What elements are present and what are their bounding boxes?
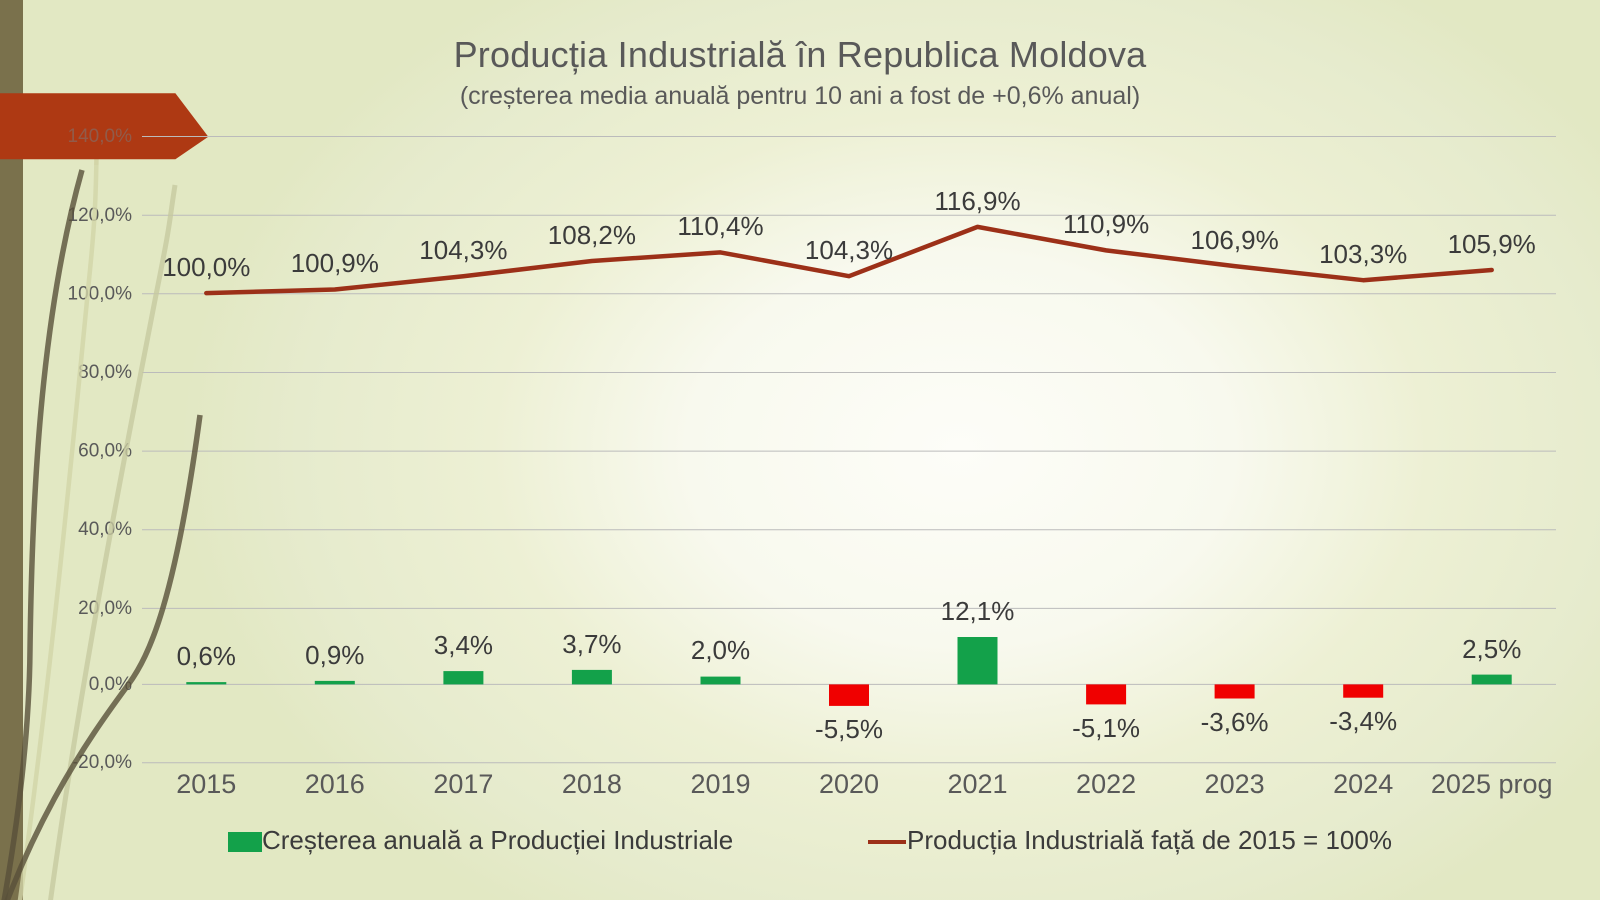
svg-text:0,6%: 0,6%	[177, 641, 236, 671]
svg-text:2021: 2021	[947, 769, 1007, 799]
svg-text:2017: 2017	[433, 769, 493, 799]
svg-text:2016: 2016	[305, 769, 365, 799]
svg-text:2024: 2024	[1333, 769, 1393, 799]
svg-text:2015: 2015	[176, 769, 236, 799]
svg-text:140,0%: 140,0%	[68, 126, 133, 147]
svg-text:Producția Industrială față de: Producția Industrială față de 2015 = 100…	[907, 825, 1392, 855]
svg-text:40,0%: 40,0%	[78, 519, 132, 540]
svg-text:-5,5%: -5,5%	[815, 714, 883, 744]
svg-text:12,1%: 12,1%	[941, 596, 1015, 626]
svg-text:-5,1%: -5,1%	[1072, 713, 1140, 743]
svg-text:104,3%: 104,3%	[805, 235, 893, 265]
svg-text:2023: 2023	[1205, 769, 1265, 799]
svg-text:104,3%: 104,3%	[419, 235, 507, 265]
svg-text:2018: 2018	[562, 769, 622, 799]
svg-text:110,9%: 110,9%	[1063, 209, 1149, 239]
svg-text:106,9%: 106,9%	[1191, 225, 1279, 255]
svg-text:3,4%: 3,4%	[434, 630, 493, 660]
svg-text:0,9%: 0,9%	[305, 640, 364, 670]
svg-text:60,0%: 60,0%	[78, 441, 132, 462]
svg-text:2019: 2019	[690, 769, 750, 799]
svg-text:2020: 2020	[819, 769, 879, 799]
svg-text:105,9%: 105,9%	[1448, 229, 1536, 259]
svg-text:2022: 2022	[1076, 769, 1136, 799]
svg-text:2,0%: 2,0%	[691, 635, 750, 665]
svg-text:-3,4%: -3,4%	[1329, 706, 1397, 736]
svg-text:2,5%: 2,5%	[1462, 634, 1521, 664]
svg-text:-20,0%: -20,0%	[72, 752, 132, 773]
svg-text:80,0%: 80,0%	[78, 362, 132, 383]
svg-text:100,0%: 100,0%	[162, 252, 250, 282]
svg-text:Creșterea anuală a Producției: Creșterea anuală a Producției Industrial…	[262, 825, 733, 855]
svg-text:120,0%: 120,0%	[68, 205, 133, 226]
svg-text:2025 prog: 2025 prog	[1431, 769, 1553, 799]
svg-text:3,7%: 3,7%	[562, 629, 621, 659]
svg-text:-3,6%: -3,6%	[1201, 707, 1269, 737]
svg-text:110,4%: 110,4%	[677, 211, 763, 241]
svg-text:108,2%: 108,2%	[548, 220, 636, 250]
svg-text:100,0%: 100,0%	[68, 284, 133, 305]
svg-text:116,9%: 116,9%	[934, 186, 1020, 216]
svg-text:103,3%: 103,3%	[1319, 239, 1407, 269]
svg-text:0,0%: 0,0%	[89, 674, 132, 695]
svg-text:20,0%: 20,0%	[78, 598, 132, 619]
svg-text:100,9%: 100,9%	[291, 248, 379, 278]
